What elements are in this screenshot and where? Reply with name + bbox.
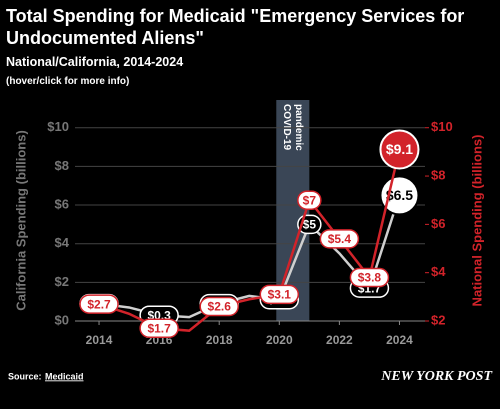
y2-tick-label: $2 <box>431 312 445 327</box>
value-label: $2.6 <box>208 300 232 314</box>
chart-subtitle: National/California, 2014-2024 <box>6 55 184 69</box>
y-axis-title: California Spending (billions) <box>13 130 28 311</box>
value-label: $3.1 <box>268 288 292 302</box>
value-badge <box>259 284 300 305</box>
value-label: $7 <box>303 193 317 207</box>
value-badge <box>297 190 322 210</box>
y-tick-label: $10 <box>47 119 69 134</box>
y2-tick-label: $4 <box>431 264 446 279</box>
x-tick-label: 2014 <box>86 333 113 347</box>
x-tick-label: 2022 <box>326 333 353 347</box>
logo: NEW YORK POST <box>380 369 493 384</box>
y-tick-label: $6 <box>55 196 69 211</box>
y-tick-label: $4 <box>55 235 70 250</box>
chart-note: (hover/click for more info) <box>6 76 130 87</box>
value-badge <box>199 296 239 317</box>
value-badge <box>379 129 420 170</box>
y2-tick-label: $6 <box>431 216 445 231</box>
value-label: $5.4 <box>328 232 352 246</box>
y-tick-label: $8 <box>55 158 69 173</box>
value-badge <box>319 229 360 249</box>
value-label: $1.7 <box>147 321 171 335</box>
value-badge <box>139 318 179 338</box>
x-tick-label: 2020 <box>266 333 293 347</box>
value-label: $3.8 <box>358 271 382 285</box>
value-label: $5 <box>303 218 317 232</box>
y-tick-label: $2 <box>55 274 69 289</box>
y2-axis-title: National Spending (billions) <box>469 135 484 307</box>
source-text: Medicaid <box>45 371 84 381</box>
value-badge <box>349 267 390 288</box>
x-tick-label: 2018 <box>206 333 233 347</box>
y2-tick-label: $10 <box>431 119 453 134</box>
value-label: $9.1 <box>386 141 413 157</box>
source-label: Source: <box>8 371 42 381</box>
value-badge <box>79 294 119 314</box>
x-tick-label: 2024 <box>386 333 413 347</box>
chart-title: Total Spending for Medicaid "Emergency S… <box>6 6 465 48</box>
y2-tick-label: $8 <box>431 167 445 182</box>
value-label: $6.5 <box>386 187 413 203</box>
value-label: $2.7 <box>87 297 111 311</box>
y-tick-label: $0 <box>55 312 69 327</box>
